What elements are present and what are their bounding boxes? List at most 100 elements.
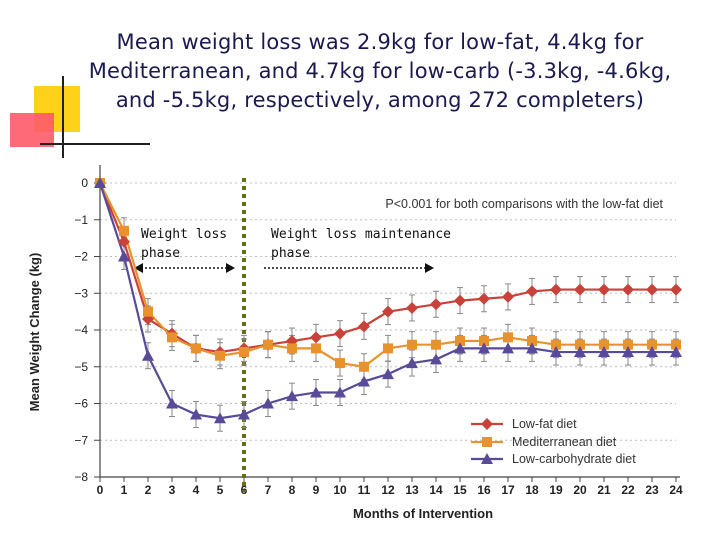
data-point — [335, 358, 345, 369]
phase-label-weight-loss: Weight loss — [141, 227, 227, 242]
slide-title: Mean weight loss was 2.9kg for low-fat, … — [88, 30, 672, 112]
x-tick-label: 9 — [313, 483, 320, 497]
x-tick-label: 2 — [145, 483, 152, 497]
y-tick-label: −2 — [74, 250, 88, 264]
x-tick-label: 10 — [333, 483, 347, 497]
x-tick-label: 24 — [669, 483, 683, 497]
data-point — [526, 285, 538, 298]
x-tick-label: 12 — [381, 483, 395, 497]
phase1-arrow-left-head — [134, 263, 143, 273]
data-point — [406, 301, 418, 314]
y-tick-label: −3 — [74, 286, 88, 300]
phase-label-weight-loss-line-2: phase — [141, 246, 180, 261]
data-point — [575, 339, 585, 350]
data-point — [598, 283, 610, 296]
x-tick-label: 1 — [121, 483, 128, 497]
x-axis-label: Months of Intervention — [353, 506, 493, 521]
data-point — [646, 283, 658, 296]
data-point — [502, 290, 514, 303]
data-point — [143, 306, 153, 317]
x-tick-label: 8 — [289, 483, 296, 497]
data-point — [310, 331, 322, 344]
data-point — [550, 346, 562, 358]
data-point — [382, 368, 394, 380]
data-point — [406, 357, 418, 369]
decorative-vertical-line — [62, 76, 64, 158]
data-point — [191, 343, 201, 354]
x-tick-label: 17 — [501, 483, 515, 497]
y-tick-label: 0 — [81, 176, 88, 190]
x-tick-label: 14 — [429, 483, 443, 497]
x-tick-label: 19 — [549, 483, 563, 497]
x-tick-label: 0 — [97, 483, 104, 497]
data-point — [407, 339, 417, 350]
data-point — [430, 298, 442, 311]
data-point — [431, 339, 441, 350]
x-tick-label: 20 — [573, 483, 587, 497]
data-point — [359, 361, 369, 372]
legend-label: Mediterranean diet — [512, 435, 617, 449]
data-point — [574, 283, 586, 296]
data-point — [454, 294, 466, 307]
p-value-annotation: P<0.001 for both comparisons with the lo… — [385, 197, 663, 211]
data-point — [287, 343, 297, 354]
data-point — [334, 386, 346, 398]
y-tick-label: −8 — [74, 470, 88, 484]
data-point — [262, 397, 274, 409]
data-point — [670, 346, 682, 358]
x-tick-label: 7 — [265, 483, 272, 497]
phase-label-maintenance: Weight loss maintenance — [271, 227, 451, 242]
y-tick-label: −4 — [74, 323, 88, 337]
data-point — [526, 342, 538, 354]
data-point — [310, 386, 322, 398]
data-point — [118, 250, 130, 262]
x-tick-label: 4 — [193, 483, 200, 497]
data-point — [430, 353, 442, 365]
data-point — [599, 339, 609, 350]
data-point — [503, 332, 513, 343]
data-point — [94, 177, 106, 188]
data-point — [238, 408, 250, 420]
data-point — [214, 412, 226, 424]
data-point — [478, 292, 490, 305]
data-point — [527, 336, 537, 347]
legend-marker — [481, 418, 493, 430]
data-point — [142, 349, 154, 361]
y-tick-label: −1 — [74, 213, 88, 227]
data-point — [286, 390, 298, 402]
data-point — [263, 339, 273, 350]
data-point — [478, 342, 490, 354]
y-tick-label: −5 — [74, 360, 88, 374]
x-tick-label: 23 — [645, 483, 659, 497]
data-point — [167, 332, 177, 343]
x-tick-label: 5 — [217, 483, 224, 497]
data-point — [550, 283, 562, 296]
data-point — [118, 235, 130, 248]
decorative-red-square — [10, 113, 54, 147]
x-tick-label: 15 — [453, 483, 467, 497]
y-tick-label: −6 — [74, 397, 88, 411]
data-point — [382, 305, 394, 318]
data-point — [502, 342, 514, 354]
data-point — [551, 339, 561, 350]
x-tick-label: 16 — [477, 483, 491, 497]
y-axis-label: Mean Weight Change (kg) — [27, 253, 42, 412]
phase2-arrow-head — [425, 263, 434, 273]
legend-label: Low-carbohydrate diet — [512, 452, 636, 466]
data-point — [671, 339, 681, 350]
phase1-arrow-right-head — [226, 263, 235, 273]
x-tick-label: 11 — [358, 483, 371, 497]
legend-label: Low-fat diet — [512, 417, 577, 431]
x-tick-label: 22 — [621, 483, 635, 497]
data-point — [215, 350, 225, 361]
data-point — [670, 283, 682, 296]
data-point — [166, 397, 178, 409]
x-tick-label: 3 — [169, 483, 176, 497]
data-point — [334, 327, 346, 340]
data-point — [622, 283, 634, 296]
data-point — [574, 346, 586, 358]
data-point — [358, 320, 370, 333]
data-point — [646, 346, 658, 358]
legend-marker — [481, 453, 493, 464]
